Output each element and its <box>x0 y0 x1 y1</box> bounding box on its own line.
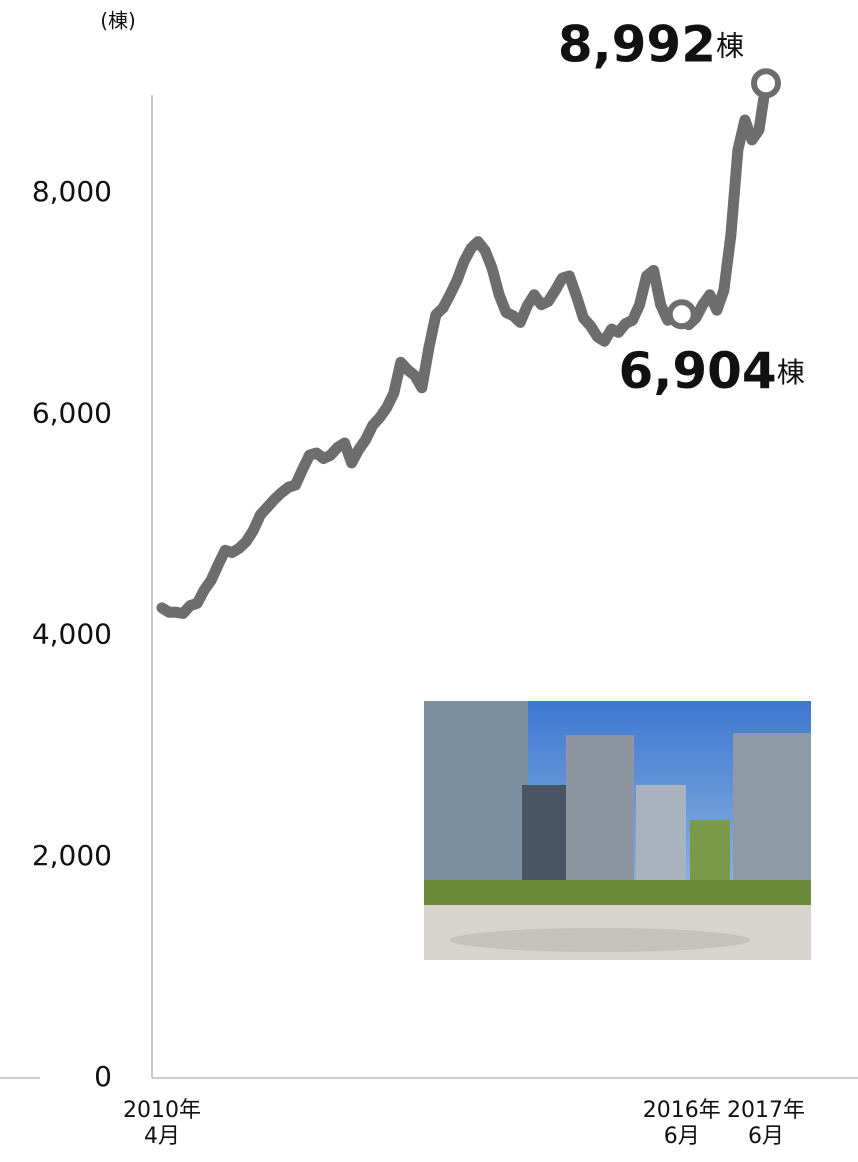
y-tick-label: 6,000 <box>32 396 112 429</box>
photo <box>424 701 811 960</box>
y-tick-label: 2,000 <box>32 839 112 872</box>
annotation: 8,992棟 <box>558 15 744 73</box>
x-tick-label: 2016年 6月 <box>642 1098 721 1149</box>
annotation-unit: 棟 <box>716 29 744 62</box>
y-tick-label: 8,000 <box>32 175 112 208</box>
y-tick-label: 4,000 <box>32 618 112 651</box>
annotation-unit: 棟 <box>777 356 805 389</box>
marker <box>666 299 697 330</box>
marker <box>751 68 781 99</box>
y-tick-label: 0 <box>94 1060 112 1093</box>
annotation: 6,904棟 <box>619 342 805 400</box>
annotation-value: 6,904 <box>619 342 777 400</box>
x-tick-label: 2017年 6月 <box>727 1098 805 1149</box>
line <box>156 77 772 619</box>
x-tick-label: 2010年 4月 <box>123 1098 201 1149</box>
annotation-value: 8,992 <box>558 15 716 73</box>
y-unit: (棟) <box>100 9 136 33</box>
